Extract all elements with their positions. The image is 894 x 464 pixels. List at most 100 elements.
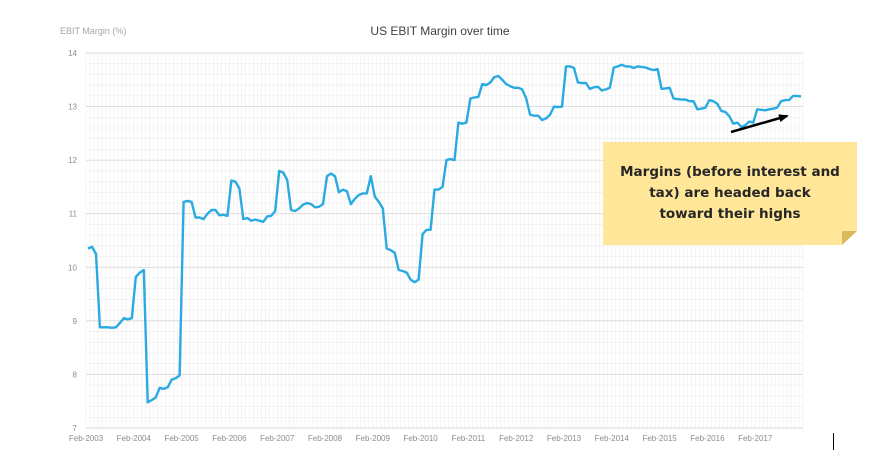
data-point: [700, 108, 702, 110]
x-tick-label: Feb-2003: [69, 434, 104, 443]
data-point: [752, 121, 754, 123]
data-point: [155, 396, 157, 398]
y-tick-label: 10: [68, 263, 77, 272]
annotation-arrow: [730, 114, 789, 134]
data-point: [445, 159, 447, 161]
data-point: [406, 271, 408, 273]
data-point: [127, 318, 129, 320]
data-point: [119, 322, 121, 324]
data-point: [131, 317, 133, 319]
data-point: [772, 108, 774, 110]
data-point: [676, 98, 678, 100]
data-point: [557, 106, 559, 108]
data-point: [593, 86, 595, 88]
data-point: [513, 87, 515, 89]
data-point: [545, 117, 547, 119]
data-point: [242, 218, 244, 220]
y-tick-label: 12: [68, 156, 77, 165]
data-point: [202, 218, 204, 220]
x-tick-label: Feb-2008: [308, 434, 343, 443]
data-point: [489, 81, 491, 83]
y-tick-label: 7: [73, 424, 78, 433]
data-point: [366, 192, 368, 194]
data-point: [792, 95, 794, 97]
data-point: [286, 179, 288, 181]
data-point: [326, 175, 328, 177]
data-point: [788, 99, 790, 101]
y-tick-label: 9: [73, 317, 78, 326]
annotation-note: Margins (before interest and tax) are he…: [603, 142, 857, 245]
data-point: [720, 110, 722, 112]
data-point: [780, 100, 782, 102]
data-point: [569, 65, 571, 67]
data-point: [621, 64, 623, 66]
data-point: [581, 82, 583, 84]
x-tick-label: Feb-2005: [164, 434, 199, 443]
data-point: [525, 97, 527, 99]
data-point: [485, 84, 487, 86]
data-point: [147, 401, 149, 403]
data-point: [186, 200, 188, 202]
data-point: [95, 253, 97, 255]
data-point: [354, 198, 356, 200]
data-point: [266, 215, 268, 217]
data-point: [784, 99, 786, 101]
data-point: [680, 98, 682, 100]
data-point: [262, 221, 264, 223]
x-tick-label: Feb-2017: [738, 434, 773, 443]
data-point: [613, 66, 615, 68]
data-point: [290, 209, 292, 211]
data-point: [796, 95, 798, 97]
data-point: [413, 281, 415, 283]
data-point: [103, 326, 105, 328]
y-tick-label: 8: [73, 370, 78, 379]
data-point: [99, 326, 101, 328]
data-point: [433, 188, 435, 190]
data-point: [577, 81, 579, 83]
x-tick-label: Feb-2016: [690, 434, 725, 443]
data-point: [190, 201, 192, 203]
data-point: [167, 386, 169, 388]
data-point: [159, 387, 161, 389]
data-point: [378, 201, 380, 203]
data-point: [744, 124, 746, 126]
data-point: [656, 68, 658, 70]
data-point: [230, 179, 232, 181]
data-point: [258, 220, 260, 222]
x-tick-label: Feb-2006: [212, 434, 247, 443]
data-point: [330, 172, 332, 174]
data-point: [342, 188, 344, 190]
data-point: [473, 96, 475, 98]
data-point: [87, 247, 89, 249]
data-point: [672, 97, 674, 99]
data-point: [633, 67, 635, 69]
data-point: [668, 87, 670, 89]
data-point: [437, 188, 439, 190]
data-point: [764, 109, 766, 111]
x-tick-label: Feb-2010: [403, 434, 438, 443]
data-point: [561, 105, 563, 107]
data-point: [573, 67, 575, 69]
data-point: [322, 203, 324, 205]
data-point: [629, 65, 631, 67]
data-point: [402, 270, 404, 272]
data-point: [409, 278, 411, 280]
annotation-line-2: tax) are headed back: [649, 185, 811, 202]
data-point: [589, 88, 591, 90]
x-tick-label: Feb-2014: [595, 434, 630, 443]
annotation-line-1: Margins (before interest and: [620, 164, 840, 181]
data-point: [362, 192, 364, 194]
data-point: [645, 66, 647, 68]
note-folded-corner: [842, 231, 857, 245]
data-point: [652, 69, 654, 71]
data-point: [549, 113, 551, 115]
data-point: [461, 123, 463, 125]
data-point: [306, 202, 308, 204]
data-point: [756, 108, 758, 110]
data-point: [174, 377, 176, 379]
data-point: [760, 109, 762, 111]
data-point: [318, 206, 320, 208]
data-point: [151, 399, 153, 401]
data-point: [107, 326, 109, 328]
data-point: [688, 100, 690, 102]
